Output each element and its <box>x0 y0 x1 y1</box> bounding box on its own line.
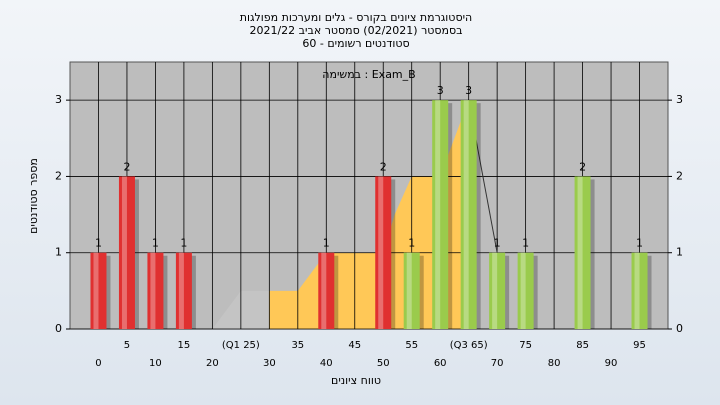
bar <box>631 252 648 329</box>
x-tick-label: (Q3 65) <box>450 340 488 351</box>
chart-title: היסטוגרמת ציונים בקורס - גלים ומערכות מפ… <box>240 11 472 24</box>
bar-highlight <box>435 100 441 330</box>
data-label: 3 <box>437 84 444 97</box>
x-tick-label: 50 <box>377 358 390 369</box>
bar-highlight <box>406 252 412 329</box>
y2-tick-label: 0 <box>676 322 683 335</box>
y-tick-label: 1 <box>55 246 62 259</box>
data-label: 1 <box>323 237 330 250</box>
bar <box>175 252 192 329</box>
data-label: 2 <box>380 160 387 173</box>
bar <box>574 176 591 329</box>
data-label: 1 <box>636 237 643 250</box>
x-tick-label: 20 <box>206 358 219 369</box>
x-tick-label: 40 <box>320 358 333 369</box>
data-label: 1 <box>152 237 159 250</box>
bar-highlight <box>463 100 469 330</box>
x-tick-label: 55 <box>405 340 418 351</box>
bar-highlight <box>634 252 640 329</box>
x-tick-label: (Q1 25) <box>222 340 260 351</box>
x-tick-label: 75 <box>519 340 532 351</box>
x-tick-label: 80 <box>548 358 561 369</box>
bar <box>403 252 420 329</box>
chart-subtitle: סטודנטים רשומים - 60 <box>302 37 409 50</box>
x-tick-label: 45 <box>348 340 361 351</box>
bar-highlight <box>121 176 127 329</box>
x-tick-label: 60 <box>434 358 447 369</box>
bar-highlight <box>577 176 583 329</box>
data-label: 2 <box>123 160 130 173</box>
x-tick-label: 35 <box>291 340 304 351</box>
bar-highlight <box>492 252 498 329</box>
x-tick-label: 0 <box>95 358 101 369</box>
bar <box>489 252 506 329</box>
data-label: 1 <box>180 237 187 250</box>
x-tick-label: 70 <box>491 358 504 369</box>
x-axis-label: טווח ציונים <box>331 374 381 387</box>
x-tick-label: 90 <box>605 358 618 369</box>
bar-highlight <box>520 252 526 329</box>
data-label: 1 <box>408 237 415 250</box>
bar <box>517 252 534 329</box>
bar-highlight <box>93 252 99 329</box>
bar-highlight <box>321 252 327 329</box>
bar-highlight <box>150 252 156 329</box>
y2-tick-label: 3 <box>676 93 683 106</box>
annotation: במשימה : Exam_B <box>322 68 415 81</box>
bar <box>118 176 135 329</box>
y-axis-label: מספר סטודנטים <box>27 158 40 234</box>
data-label: 1 <box>95 237 102 250</box>
y-tick-label: 0 <box>55 322 62 335</box>
chart-subtitle: בסמסטר (02/2021) סמסטר אביב 2021/22 <box>249 24 462 37</box>
y2-tick-label: 1 <box>676 246 683 259</box>
bar <box>318 252 335 329</box>
x-tick-label: 10 <box>149 358 162 369</box>
data-label: 3 <box>465 84 472 97</box>
x-tick-label: 85 <box>576 340 589 351</box>
x-tick-label: 5 <box>124 340 130 351</box>
bar <box>460 100 477 330</box>
bar <box>147 252 164 329</box>
bar-highlight <box>378 176 384 329</box>
y2-tick-label: 2 <box>676 169 683 182</box>
x-tick-label: 15 <box>178 340 191 351</box>
bar <box>432 100 449 330</box>
y-tick-label: 3 <box>55 93 62 106</box>
bar-highlight <box>178 252 184 329</box>
x-tick-label: 30 <box>263 358 276 369</box>
x-tick-label: 95 <box>633 340 646 351</box>
data-label: 1 <box>522 237 529 250</box>
bar <box>375 176 392 329</box>
data-label: 1 <box>494 237 501 250</box>
y-tick-label: 2 <box>55 169 62 182</box>
bar <box>90 252 107 329</box>
data-label: 2 <box>579 160 586 173</box>
